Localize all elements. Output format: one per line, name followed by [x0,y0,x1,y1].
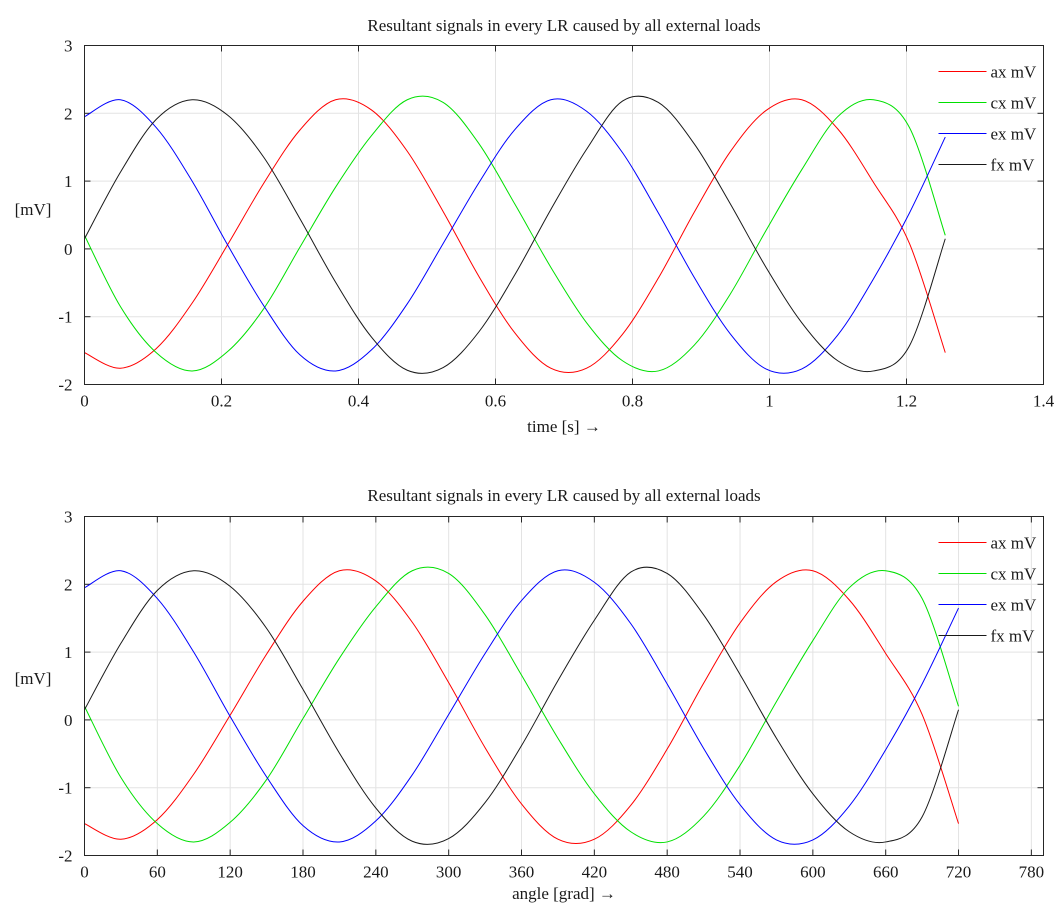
x-tick-label: 0.6 [485,392,506,411]
series-line-ex [84,569,959,845]
x-tick-label: 1.2 [896,392,917,411]
y-tick-labels: -2 -1 0 1 2 3 [58,37,72,395]
time-chart: Resultant signals in every LR caused by … [0,0,1058,436]
y-tick-label: 1 [64,172,73,191]
grid [84,45,1044,385]
y-axis-label: [mV] [15,200,52,219]
legend-label-cx: cx mV [991,94,1038,113]
y-axis-label: [mV] [15,669,52,688]
x-tick-label: 0 [80,863,89,882]
y-tick-label: -1 [58,779,72,798]
x-axis-label: angle [grad] → [512,884,616,903]
x-tick-label: 720 [946,863,972,882]
plot-frame [84,516,1044,856]
chart-title: Resultant signals in every LR caused by … [367,16,760,35]
y-tick-label: 1 [64,643,73,662]
y-tick-label: 2 [64,104,73,123]
plot-frame [84,45,1044,385]
x-tick-labels: 0 0.2 0.4 0.6 0.8 1 1.2 1.4 [80,392,1054,411]
legend-label-fx: fx mV [991,156,1036,175]
legend: ax mV cx mV ex mV fx mV [938,63,1038,175]
legend-label-ex: ex mV [991,125,1038,144]
x-tick-label: 1 [765,392,774,411]
y-tick-label: -2 [58,847,72,866]
x-tick-label: 240 [363,863,389,882]
x-tick-label: 0.4 [348,392,370,411]
legend-label-ex: ex mV [991,596,1038,615]
series-line-ex [84,98,946,374]
y-tick-label: 0 [64,240,73,259]
plot-series [84,95,946,374]
legend: ax mV cx mV ex mV fx mV [938,534,1038,646]
x-tick-label: 0.2 [211,392,232,411]
plot-series [84,566,960,845]
x-tick-label: 420 [582,863,608,882]
x-tick-label: 180 [290,863,316,882]
x-tick-label: 1.4 [1033,392,1055,411]
x-tick-labels: 0 60 120 180 240 300 360 420 480 540 600 660 720 780 [80,863,1044,882]
series-line-ax [84,98,946,374]
x-tick-label: 600 [800,863,826,882]
x-tick-label: 300 [436,863,462,882]
x-tick-label: 0 [80,392,89,411]
x-tick-label: 480 [654,863,680,882]
x-tick-label: 660 [873,863,899,882]
y-tick-label: 2 [64,575,73,594]
legend-label-ax: ax mV [991,534,1038,553]
y-tick-label: 0 [64,711,73,730]
x-tick-label: 360 [509,863,535,882]
series-line-cx [84,566,960,844]
angle-chart: Resultant signals in every LR caused by … [15,486,1045,903]
x-tick-label: 540 [727,863,753,882]
y-tick-label: 3 [64,508,73,527]
legend-label-cx: cx mV [991,565,1038,584]
y-tick-label: -2 [58,376,72,395]
y-tick-labels: -2 -1 0 1 2 3 [58,508,72,866]
series-line-fx [84,95,946,374]
x-tick-label: 60 [149,863,166,882]
x-tick-label: 0.8 [622,392,643,411]
x-axis-label: time [s] → [527,417,601,436]
series-line-cx [84,95,946,373]
grid [84,516,1044,856]
legend-label-ax: ax mV [991,63,1038,82]
legend-label-fx: fx mV [991,627,1036,646]
series-line-ax [84,569,960,845]
y-tick-label: -1 [58,308,72,327]
chart-anchor [0,0,1058,1]
x-tick-label: 780 [1019,863,1045,882]
series-line-fx [84,566,960,845]
chart-title: Resultant signals in every LR caused by … [367,486,760,505]
y-tick-label: 3 [64,37,73,56]
x-tick-label: 120 [217,863,243,882]
